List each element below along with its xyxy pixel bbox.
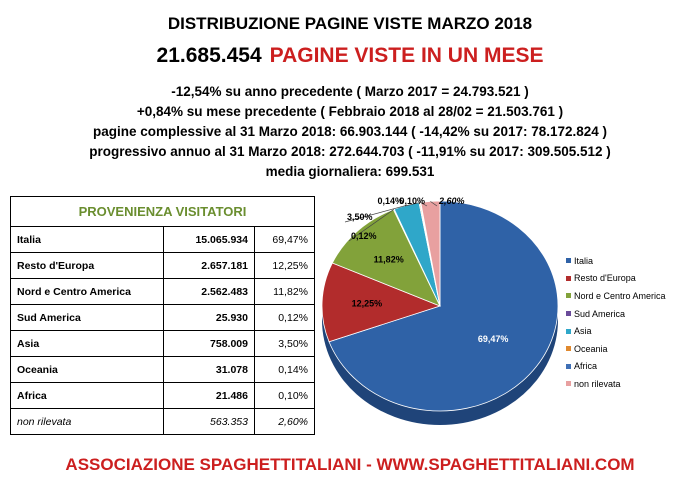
row-pct: 12,25% <box>254 252 315 279</box>
pie-slice <box>328 200 559 412</box>
row-value: 2.657.181 <box>163 252 255 279</box>
table-row: non rilevata 563.353 2,60% <box>10 408 315 435</box>
legend-label: Asia <box>574 326 592 337</box>
row-pct: 11,82% <box>254 278 315 305</box>
pie-slice-label: 69,47% <box>478 334 509 344</box>
row-name: Italia <box>10 226 164 253</box>
footer: ASSOCIAZIONE SPAGHETTITALIANI - WWW.SPAG… <box>65 455 635 474</box>
table-row: Resto d'Europa 2.657.181 12,25% <box>10 252 315 279</box>
row-name: non rilevata <box>10 408 164 435</box>
row-name: Resto d'Europa <box>10 252 164 279</box>
legend-label: Africa <box>574 361 598 372</box>
total-views-label: PAGINE VISTE IN UN MESE <box>269 44 544 67</box>
row-pct: 69,47% <box>254 226 315 253</box>
legend-swatch <box>566 363 571 369</box>
pie-slice <box>321 262 442 343</box>
table-row: Africa 21.486 0,10% <box>10 382 315 409</box>
stat-line: media giornaliera: 699.531 <box>265 164 435 179</box>
pie-chart: 69,47% 12,25% 11,82% 0,12% 3,50% 0,14%0,10% 2,… <box>321 196 559 425</box>
pie-slice-label: 12,25% <box>352 299 383 309</box>
row-pct: 0,10% <box>254 382 315 409</box>
legend-swatch <box>566 275 571 281</box>
legend-swatch <box>566 381 571 387</box>
table-header: PROVENIENZA VISITATORI <box>10 196 315 227</box>
page-title: DISTRIBUZIONE PAGINE VISTE MARZO 2018 <box>167 14 533 33</box>
pie-labels: 69,47% 12,25% 11,82% 0,12% 3,50% 0,14%0,10% 2,… <box>344 196 509 344</box>
row-name: Nord e Centro America <box>10 278 164 305</box>
row-value: 758.009 <box>163 330 255 357</box>
legend-label: Nord e Centro America <box>574 290 666 301</box>
legend-label: Italia <box>574 255 594 266</box>
table-row: Nord e Centro America 2.562.483 11,82% <box>10 278 315 305</box>
table-row: Italia 15.065.934 69,47% <box>10 226 315 253</box>
legend-label: Resto d'Europa <box>574 273 636 284</box>
legend-label: Sud America <box>574 308 626 319</box>
stat-line: +0,84% su mese precedente ( Febbraio 201… <box>136 104 564 119</box>
row-name: Africa <box>10 382 164 409</box>
pie-leader-line <box>430 201 438 207</box>
legend-label: Oceania <box>574 343 608 354</box>
row-name: Asia <box>10 330 164 357</box>
legend-swatch <box>566 346 571 352</box>
pie-slice-label: 0,10% <box>399 196 425 206</box>
legend-item: Sud America <box>566 305 666 323</box>
row-pct: 0,12% <box>254 304 315 331</box>
pie-slice-label: 0,14% <box>377 196 403 206</box>
table-row: Oceania 31.078 0,14% <box>10 356 315 383</box>
table-row: Sud America 25.930 0,12% <box>10 304 315 331</box>
pie-slice-label: 3,50% <box>347 212 373 222</box>
row-value: 31.078 <box>163 356 255 383</box>
pie-slice-label: 0,12% <box>351 231 377 241</box>
row-value: 25.930 <box>163 304 255 331</box>
pie-leader-line <box>404 202 420 207</box>
pie-leader-line <box>344 204 407 223</box>
row-name: Sud America <box>10 304 164 331</box>
legend-item: Nord e Centro America <box>566 287 666 305</box>
row-value: 15.065.934 <box>163 226 255 253</box>
legend-swatch <box>566 293 571 299</box>
legend-label: non rilevata <box>574 378 621 389</box>
row-value: 2.562.483 <box>163 278 255 305</box>
pie-slice-label: 2,60% <box>438 196 465 206</box>
legend-swatch <box>566 258 571 264</box>
pie-leader-line <box>420 202 428 207</box>
legend-item: Africa <box>566 358 666 376</box>
legend-swatch <box>566 328 571 334</box>
legend-item: Italia <box>566 252 666 270</box>
stat-line: pagine complessive al 31 Marzo 2018: 66.… <box>92 124 608 139</box>
visitor-origin-table: PROVENIENZA VISITATORI Italia 15.065.934 6… <box>10 196 315 435</box>
row-value: 21.486 <box>163 382 255 409</box>
legend-item: Oceania <box>566 340 666 358</box>
stat-line: -12,54% su anno precedente ( Marzo 2017 … <box>171 84 529 99</box>
legend-item: Asia <box>566 322 666 340</box>
headline: 21.685.454 PAGINE VISTE IN UN MESE <box>0 44 700 68</box>
stat-line: progressivo annuo al 31 Marzo 2018: 272.… <box>89 144 611 159</box>
total-views: 21.685.454 <box>156 44 262 67</box>
table-row: Asia 758.009 3,50% <box>10 330 315 357</box>
legend-item: non rilevata <box>566 375 666 393</box>
row-pct: 2,60% <box>254 408 315 435</box>
pie-leader-line <box>348 209 395 242</box>
row-pct: 3,50% <box>254 330 315 357</box>
pie-slice-label: 11,82% <box>374 255 404 265</box>
row-pct: 0,14% <box>254 356 315 383</box>
legend-item: Resto d'Europa <box>566 270 666 288</box>
legend-swatch <box>566 311 571 317</box>
row-value: 563.353 <box>163 408 255 435</box>
chart-legend: Italia Resto d'Europa Nord e Centro Amer… <box>566 252 666 393</box>
row-name: Oceania <box>10 356 164 383</box>
